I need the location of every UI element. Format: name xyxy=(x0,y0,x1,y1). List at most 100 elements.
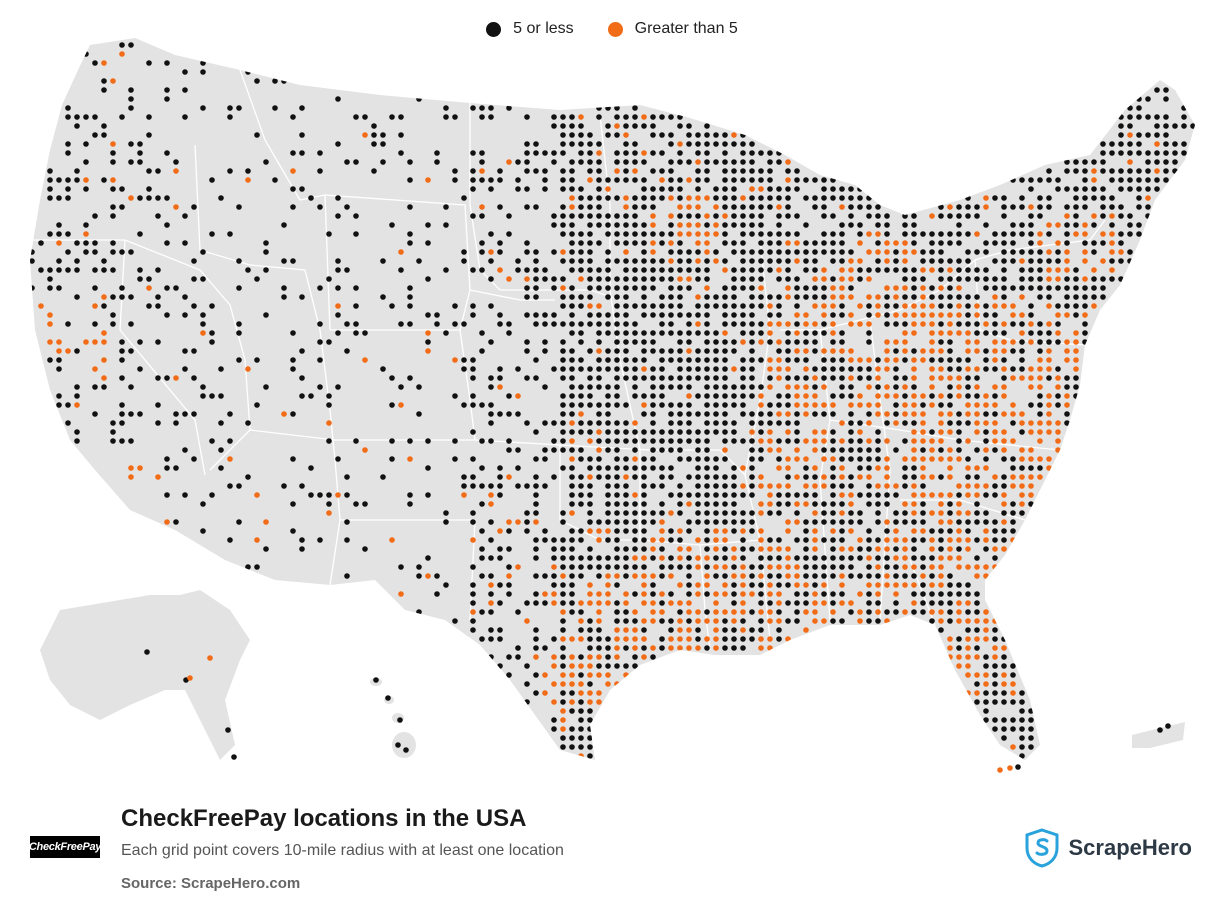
grid-point xyxy=(56,285,62,291)
grid-point xyxy=(407,177,413,183)
grid-point xyxy=(884,222,890,228)
grid-point xyxy=(776,600,782,606)
grid-point xyxy=(695,240,701,246)
grid-point xyxy=(992,618,998,624)
grid-point xyxy=(542,267,548,273)
grid-point xyxy=(659,474,665,480)
grid-point xyxy=(731,168,737,174)
grid-point xyxy=(929,231,935,237)
grid-point xyxy=(533,591,539,597)
grid-point xyxy=(839,285,845,291)
grid-point xyxy=(875,438,881,444)
grid-point xyxy=(659,330,665,336)
grid-point xyxy=(812,609,818,615)
grid-point xyxy=(947,510,953,516)
grid-point xyxy=(992,474,998,480)
grid-point xyxy=(839,483,845,489)
grid-point xyxy=(317,357,323,363)
grid-point xyxy=(389,402,395,408)
grid-point xyxy=(875,519,881,525)
grid-point xyxy=(254,132,260,138)
grid-point xyxy=(1010,285,1016,291)
grid-point xyxy=(965,627,971,633)
grid-point xyxy=(1037,240,1043,246)
grid-point xyxy=(641,465,647,471)
grid-point xyxy=(731,555,737,561)
grid-point xyxy=(207,655,213,661)
grid-point xyxy=(929,303,935,309)
grid-point xyxy=(731,465,737,471)
grid-point xyxy=(713,483,719,489)
grid-point xyxy=(470,483,476,489)
grid-point xyxy=(524,150,530,156)
grid-point xyxy=(587,249,593,255)
grid-point xyxy=(632,555,638,561)
grid-point xyxy=(920,474,926,480)
grid-point xyxy=(479,465,485,471)
grid-point xyxy=(893,240,899,246)
grid-point xyxy=(344,159,350,165)
grid-point xyxy=(1127,114,1133,120)
grid-point xyxy=(506,321,512,327)
grid-point xyxy=(254,357,260,363)
grid-point xyxy=(1010,681,1016,687)
grid-point xyxy=(1019,285,1025,291)
grid-point xyxy=(650,618,656,624)
grid-point xyxy=(686,627,692,633)
grid-point xyxy=(470,609,476,615)
grid-point xyxy=(533,204,539,210)
grid-point xyxy=(461,258,467,264)
grid-point xyxy=(677,114,683,120)
grid-point xyxy=(956,528,962,534)
grid-point xyxy=(875,366,881,372)
grid-point xyxy=(875,240,881,246)
grid-point xyxy=(974,384,980,390)
grid-point xyxy=(704,339,710,345)
grid-point xyxy=(569,312,575,318)
grid-point xyxy=(209,231,215,237)
grid-point xyxy=(578,231,584,237)
grid-point xyxy=(596,645,602,651)
grid-point xyxy=(74,348,80,354)
grid-point xyxy=(623,132,629,138)
grid-point xyxy=(596,195,602,201)
grid-point xyxy=(605,447,611,453)
grid-point xyxy=(614,159,620,165)
grid-point xyxy=(803,501,809,507)
grid-point xyxy=(884,456,890,462)
grid-point xyxy=(965,591,971,597)
grid-point xyxy=(587,294,593,300)
grid-point xyxy=(470,168,476,174)
grid-point xyxy=(1109,204,1115,210)
grid-point xyxy=(920,420,926,426)
grid-point xyxy=(731,213,737,219)
grid-point xyxy=(992,699,998,705)
grid-point xyxy=(731,132,737,138)
grid-point xyxy=(758,285,764,291)
grid-point xyxy=(956,276,962,282)
grid-point xyxy=(416,564,422,570)
grid-point xyxy=(632,618,638,624)
grid-point xyxy=(479,438,485,444)
grid-point xyxy=(911,537,917,543)
grid-point xyxy=(182,213,188,219)
grid-point xyxy=(983,393,989,399)
grid-point xyxy=(137,465,143,471)
grid-point xyxy=(704,591,710,597)
grid-point xyxy=(353,321,359,327)
grid-point xyxy=(344,519,350,525)
grid-point xyxy=(1019,474,1025,480)
grid-point xyxy=(1037,285,1043,291)
grid-point xyxy=(740,222,746,228)
grid-point xyxy=(1145,186,1151,192)
grid-point xyxy=(110,240,116,246)
grid-point xyxy=(1109,249,1115,255)
grid-point xyxy=(812,519,818,525)
grid-point xyxy=(578,321,584,327)
grid-point xyxy=(1001,681,1007,687)
grid-point xyxy=(299,186,305,192)
grid-point xyxy=(1073,222,1079,228)
grid-point xyxy=(830,177,836,183)
grid-point xyxy=(1163,96,1169,102)
grid-point xyxy=(668,591,674,597)
